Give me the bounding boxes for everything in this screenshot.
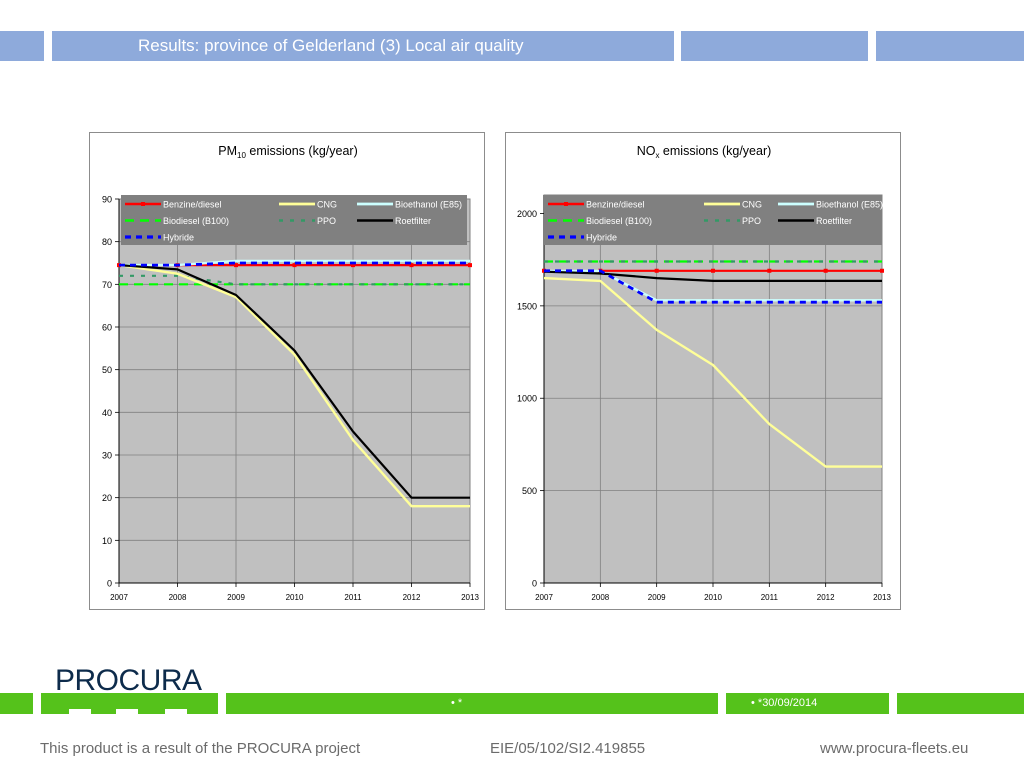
legend-label: Roetfilter [395,216,431,226]
header-title-bar: Results: province of Gelderland (3) Loca… [52,31,674,61]
series-point-benzine-diesel [767,268,772,273]
y-tick-label: 0 [532,579,537,589]
legend-label: Biodiesel (B100) [586,216,652,226]
y-tick-label: 20 [102,493,112,503]
x-tick-label: 2009 [648,593,666,602]
logo-block [69,709,91,714]
logo-block [165,709,187,714]
header-bar-left [0,31,44,61]
procura-logo: PROCURA [55,664,202,697]
legend-marker [141,202,145,206]
nox-chart: NOx emissions (kg/year) 0 500 1000 1500 2000 2… [505,132,901,610]
series-line-cng [118,263,470,508]
series-point-benzine-diesel [234,263,238,268]
legend-label: Hybride [586,233,617,243]
legend-label: CNG [742,200,762,210]
y-tick-label: 60 [102,323,112,333]
legend-label: Benzine/diesel [586,200,645,210]
green-bar-middle: • * [226,693,718,714]
series-point-benzine-diesel [468,263,472,268]
green-bar-logo [41,693,218,714]
x-tick-label: 2010 [286,593,304,602]
series-point-benzine-diesel [292,263,297,268]
y-tick-label: 1500 [517,301,537,311]
y-tick-label: 2000 [517,209,537,219]
x-tick-label: 2007 [535,593,553,602]
y-tick-label: 500 [522,486,537,496]
series-line-hybride [544,269,882,304]
logo-block [116,709,138,714]
pm10-chart: PM10 emissions (kg/year) 0 10 20 30 40 50 60 70 8… [89,132,485,610]
series-line-cng [543,276,882,468]
footer-website: www.procura-fleets.eu [820,740,969,757]
x-tick-label: 2007 [110,593,128,602]
y-tick-label: 1000 [517,394,537,404]
green-bar-left [0,693,33,714]
legend-label: Bioethanol (E85) [816,200,883,210]
x-tick-label: 2011 [344,593,362,602]
legend-label: PPO [742,216,761,226]
legend-label: Biodiesel (B100) [163,216,229,226]
x-tick-label: 2009 [227,593,245,602]
y-tick-label: 0 [107,579,112,589]
x-tick-label: 2013 [873,593,891,602]
x-tick-label: 2008 [591,593,609,602]
nox-chart-svg: NOx emissions (kg/year) 0 500 1000 1500 2000 2… [517,144,891,602]
date-text: • *30/09/2014 [751,697,818,709]
x-tick-label: 2013 [461,593,479,602]
footer-project-text: This product is a result of the PROCURA … [40,740,361,757]
header-bar-right [876,31,1024,61]
series-line-ppo [119,274,470,286]
chart-title: NOx emissions (kg/year) [637,144,772,160]
y-tick-label: 80 [102,237,112,247]
legend-label: Roetfilter [816,216,852,226]
series-point-benzine-diesel [409,263,414,268]
green-bar-date: • *30/09/2014 [726,693,889,714]
legend-label: CNG [317,200,337,210]
legend-label: Hybride [163,233,194,243]
x-tick-label: 2008 [169,593,187,602]
bullet-text: • * [451,697,463,709]
slide-title: Results: province of Gelderland (3) Loca… [138,36,524,55]
x-tick-label: 2012 [403,593,421,602]
x-tick-label: 2010 [704,593,722,602]
series-line-hybride [119,261,470,267]
legend-label: PPO [317,216,336,226]
y-tick-label: 70 [102,280,112,290]
y-tick-label: 10 [102,536,112,546]
series-point-benzine-diesel [880,268,884,273]
legend-marker [564,202,568,206]
series-point-benzine-diesel [351,263,355,268]
pm10-chart-svg: PM10 emissions (kg/year) 0 10 20 30 40 50 60 70 8… [102,144,479,602]
legend-label: Benzine/diesel [163,200,222,210]
header-bar-segment [681,31,868,61]
green-bar-right [897,693,1024,714]
x-tick-label: 2011 [761,593,779,602]
x-tick-label: 2012 [817,593,835,602]
footer-contract-id: EIE/05/102/SI2.419855 [490,740,646,757]
y-tick-label: 30 [102,451,112,461]
series-point-benzine-diesel [654,268,659,273]
y-tick-label: 40 [102,408,112,418]
series-point-benzine-diesel [711,268,715,273]
series-line-roetfilter [118,264,470,499]
series-point-benzine-diesel [823,268,828,273]
series-line-roetfilter [543,270,882,282]
y-tick-label: 50 [102,365,112,375]
chart-title: PM10 emissions (kg/year) [218,144,358,160]
legend-label: Bioethanol (E85) [395,200,462,210]
y-tick-label: 90 [102,195,112,205]
